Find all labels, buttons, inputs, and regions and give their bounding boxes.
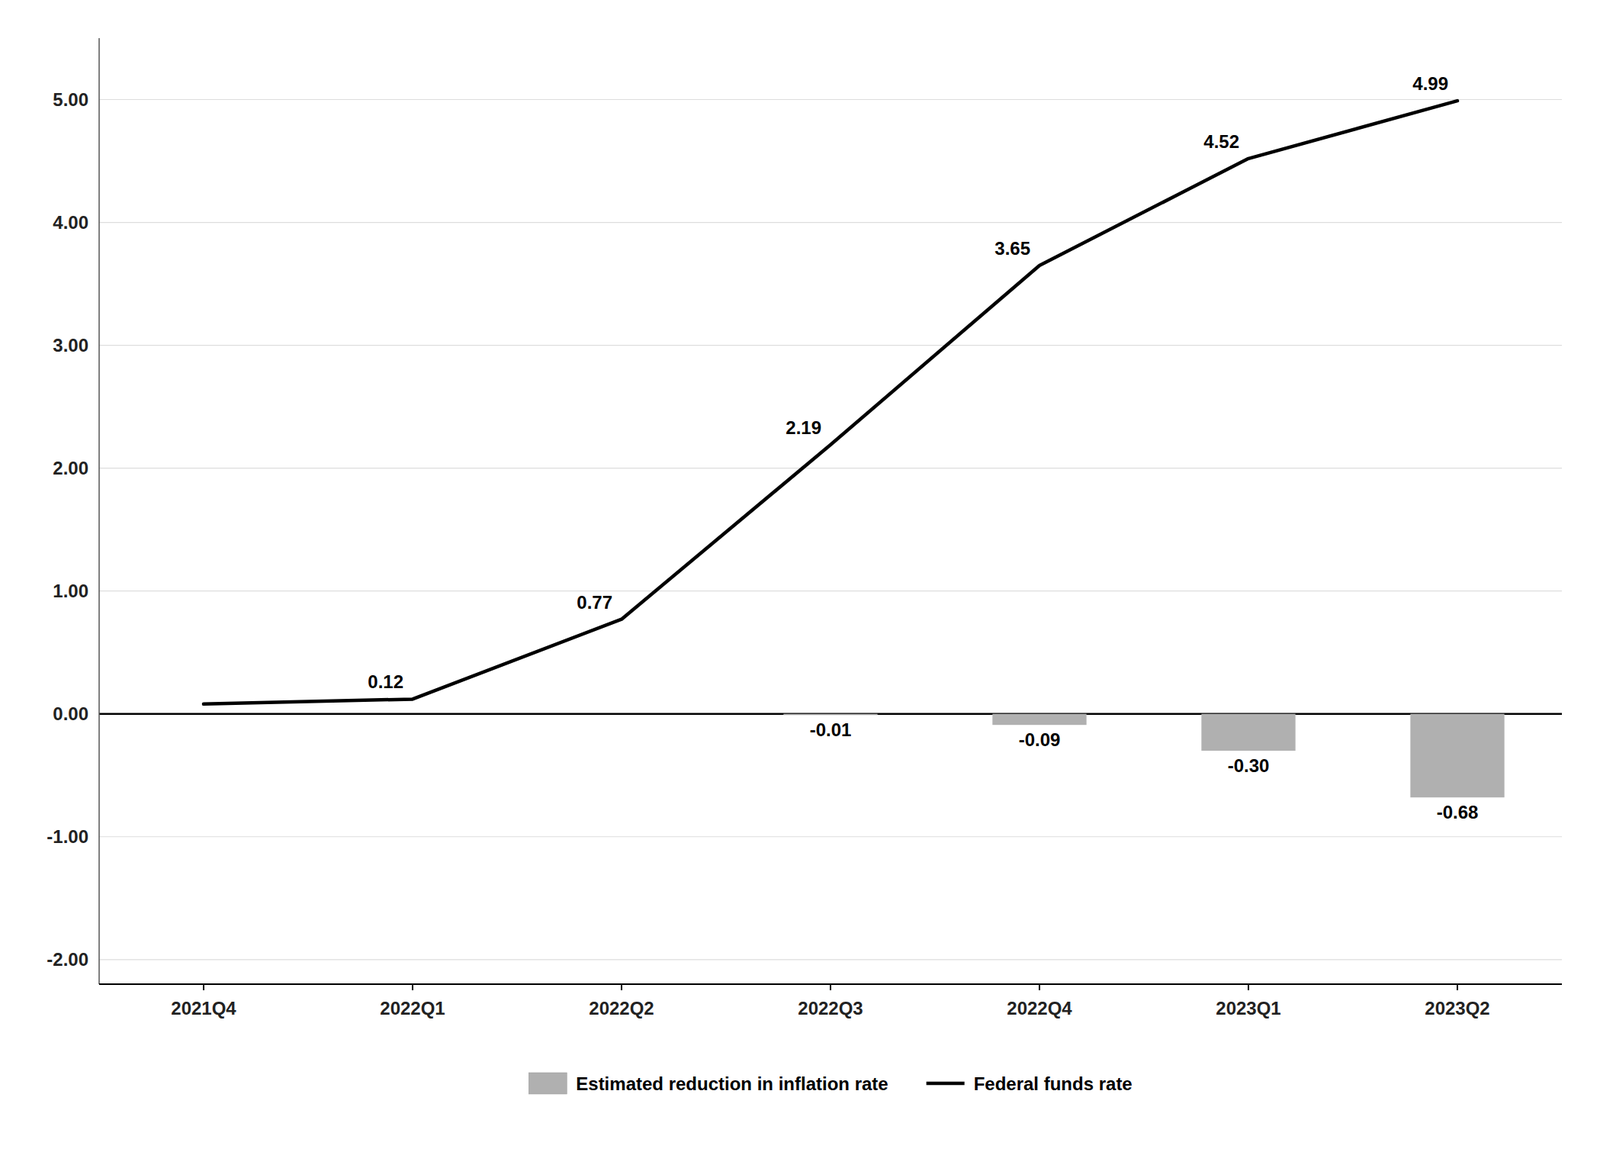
y-tick-label: 5.00 xyxy=(52,89,89,110)
axes: -2.00 -1.00 0.00 1.00 2.00 3.00 4.00 5.00 2021Q4… xyxy=(46,38,1562,1019)
line-label: 4.52 xyxy=(1203,131,1240,152)
y-tick-label: 1.00 xyxy=(52,580,89,601)
x-tick-label: 2021Q4 xyxy=(170,997,237,1019)
x-tick-label: 2022Q4 xyxy=(1006,997,1073,1019)
x-tick xyxy=(829,983,832,990)
grid xyxy=(99,99,1562,960)
background xyxy=(0,0,1600,1152)
zero-line xyxy=(99,712,1562,715)
legend-label: Estimated reduction in inflation rate xyxy=(575,1073,888,1094)
x-tick-label: 2023Q1 xyxy=(1215,997,1281,1019)
grid-line xyxy=(99,344,1562,346)
line-label: 3.65 xyxy=(994,237,1031,259)
bar xyxy=(1201,713,1295,751)
bar xyxy=(783,713,878,716)
y-tick-label: 3.00 xyxy=(52,334,89,356)
x-tick-label: 2022Q3 xyxy=(797,997,863,1019)
y-tick-label: 0.00 xyxy=(52,703,89,724)
line xyxy=(203,100,1458,704)
line-label: 4.99 xyxy=(1412,73,1449,94)
y-tick-label: -2.00 xyxy=(46,948,89,970)
grid-line xyxy=(99,590,1562,592)
bar xyxy=(156,713,251,714)
y-tick-label: 2.00 xyxy=(52,457,89,479)
x-tick xyxy=(1456,983,1459,990)
bar-label: -0.09 xyxy=(1018,729,1061,750)
bar xyxy=(365,713,460,714)
x-tick-label: 2023Q2 xyxy=(1424,997,1490,1019)
legend-item: Federal funds rate xyxy=(926,1073,1133,1094)
bar-label: -0.68 xyxy=(1436,801,1479,823)
line-label: 2.19 xyxy=(785,417,822,438)
bar xyxy=(992,713,1086,725)
grid-line xyxy=(99,835,1562,837)
x-tick xyxy=(411,983,414,990)
y-tick-label: -1.00 xyxy=(46,825,89,847)
plot-area xyxy=(203,100,1505,797)
x-tick xyxy=(202,983,205,990)
line-label: 0.77 xyxy=(576,591,613,613)
line-label: 0.12 xyxy=(367,671,404,692)
x-tick-label: 2022Q1 xyxy=(379,997,445,1019)
legend-swatch xyxy=(528,1072,567,1094)
legend: Estimated reduction in inflation rate Fed… xyxy=(528,1072,1132,1094)
bar-label: -0.01 xyxy=(809,719,852,740)
y-tick-label: 4.00 xyxy=(52,212,89,233)
grid-line xyxy=(99,99,1562,100)
legend-swatch xyxy=(926,1081,965,1086)
bar-label: -0.30 xyxy=(1227,755,1270,776)
grid-line xyxy=(99,221,1562,223)
grid-line xyxy=(99,958,1562,960)
chart: -2.00 -1.00 0.00 1.00 2.00 3.00 4.00 5.00 2021Q4… xyxy=(0,0,1600,1152)
bar xyxy=(574,713,669,714)
grid-line xyxy=(99,467,1562,469)
y-axis-line xyxy=(98,38,100,984)
legend-item: Estimated reduction in inflation rate xyxy=(528,1072,888,1094)
legend-label: Federal funds rate xyxy=(973,1073,1133,1094)
data-labels: -0.01 -0.09 -0.30 -0.68 0.12 0.77 2.19 3.65 4.52… xyxy=(367,73,1478,823)
x-tick xyxy=(620,983,623,990)
bar xyxy=(1410,713,1504,798)
x-tick xyxy=(1038,983,1041,990)
x-tick xyxy=(1247,983,1250,990)
x-tick-label: 2022Q2 xyxy=(588,997,654,1019)
